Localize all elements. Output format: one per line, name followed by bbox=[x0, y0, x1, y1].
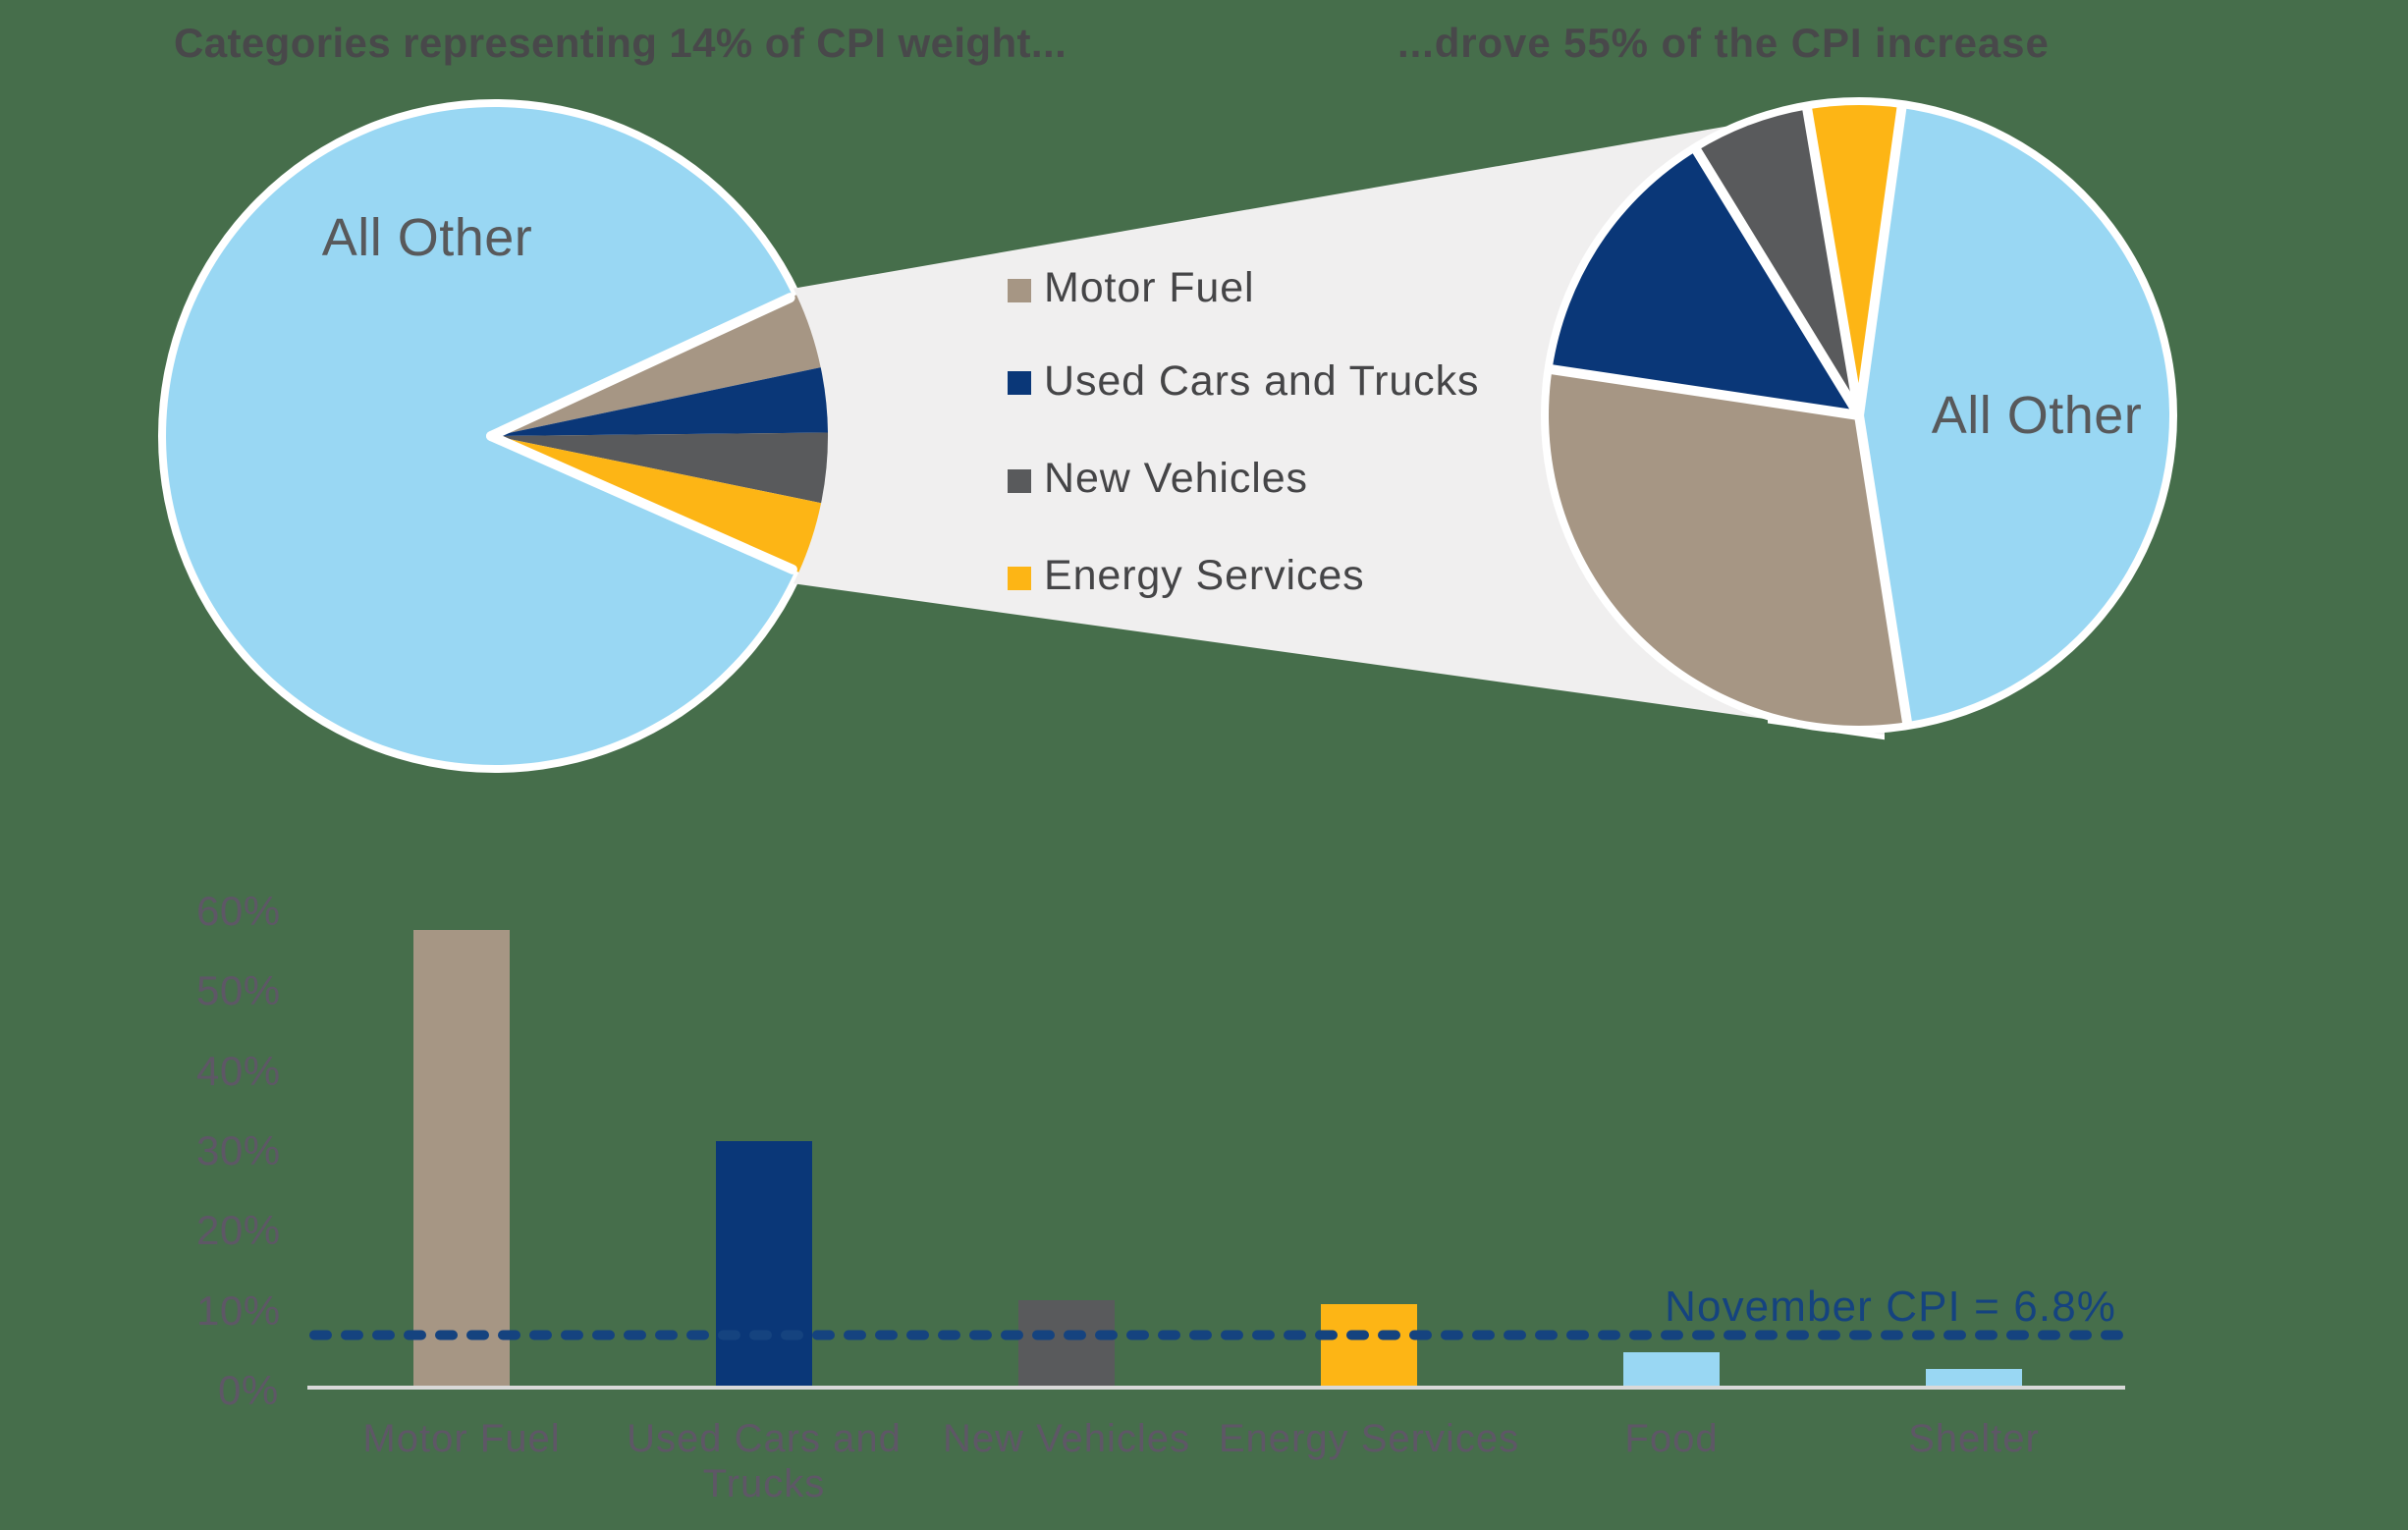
svg-text:20%: 20% bbox=[196, 1207, 281, 1253]
svg-text:November CPI = 6.8%: November CPI = 6.8% bbox=[1665, 1283, 2116, 1331]
svg-text:0%: 0% bbox=[218, 1367, 279, 1413]
svg-text:10%: 10% bbox=[196, 1287, 281, 1334]
svg-text:Categories representing 14% of: Categories representing 14% of CPI weigh… bbox=[174, 20, 1067, 66]
svg-text:50%: 50% bbox=[196, 967, 281, 1013]
svg-text:New Vehicles: New Vehicles bbox=[943, 1417, 1190, 1460]
svg-text:Food: Food bbox=[1624, 1417, 1718, 1460]
svg-text:Motor Fuel: Motor Fuel bbox=[1044, 264, 1255, 311]
svg-text:60%: 60% bbox=[196, 888, 281, 934]
svg-text:Energy Services: Energy Services bbox=[1044, 552, 1365, 599]
svg-text:Shelter: Shelter bbox=[1908, 1417, 2040, 1460]
svg-text:New Vehicles: New Vehicles bbox=[1044, 455, 1308, 502]
svg-text:Energy Services: Energy Services bbox=[1219, 1417, 1519, 1460]
svg-text:Trucks: Trucks bbox=[703, 1462, 826, 1505]
svg-text:Used Cars and Trucks: Used Cars and Trucks bbox=[1044, 357, 1479, 405]
svg-text:All Other: All Other bbox=[322, 208, 533, 267]
svg-text:Motor Fuel: Motor Fuel bbox=[362, 1417, 560, 1460]
svg-text:40%: 40% bbox=[196, 1048, 281, 1094]
svg-text:...drove 55% of the CPI increa: ...drove 55% of the CPI increase bbox=[1397, 20, 2050, 66]
svg-text:30%: 30% bbox=[196, 1127, 281, 1174]
svg-text:Used Cars and: Used Cars and bbox=[627, 1417, 902, 1460]
svg-text:All Other: All Other bbox=[1932, 386, 2143, 445]
